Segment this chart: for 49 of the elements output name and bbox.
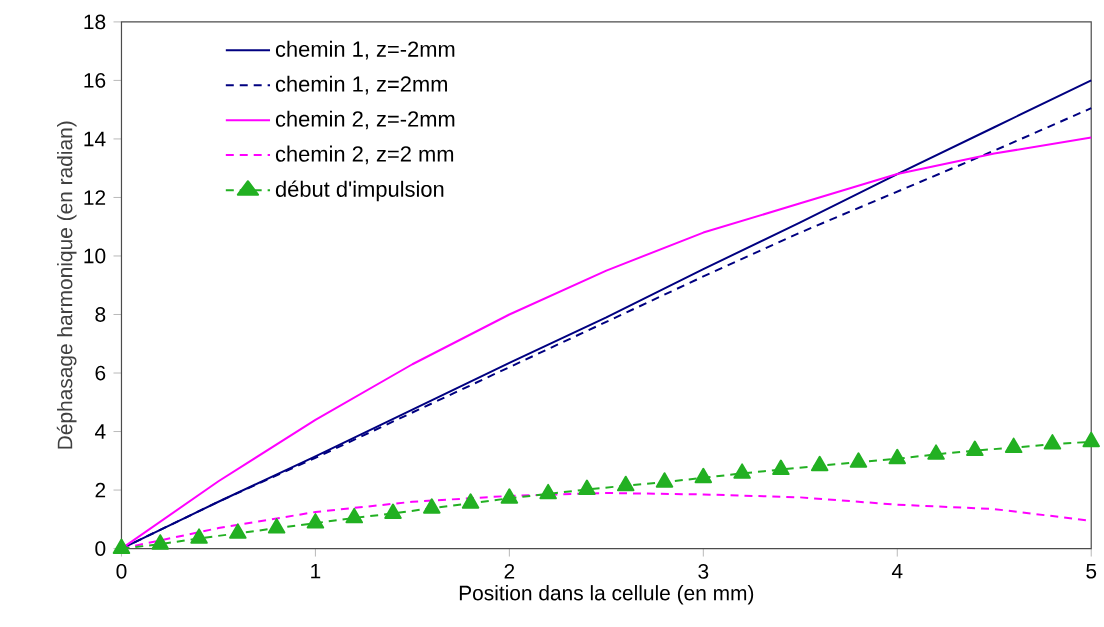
legend-label: chemin 1, z=-2mm [275, 40, 455, 60]
point [112, 538, 131, 554]
y-tick-label: 14 [84, 131, 106, 147]
point [927, 444, 945, 460]
point [190, 528, 208, 544]
y-tick-label: 10 [84, 248, 106, 264]
point [616, 475, 635, 492]
point [888, 448, 907, 465]
y-tick-label: 8 [95, 307, 106, 322]
point [500, 488, 519, 504]
point [539, 483, 557, 500]
point [578, 479, 596, 495]
point [1004, 437, 1023, 453]
legend-label: chemin 1, z=2mm [275, 75, 447, 95]
y-tick-label: 4 [94, 424, 106, 439]
y-tick-label: 16 [84, 72, 106, 88]
y-tick-label: 6 [95, 365, 106, 381]
point [151, 534, 170, 550]
point [1082, 431, 1100, 448]
point [772, 459, 790, 475]
point [810, 455, 829, 472]
y-tick-label: 0 [95, 541, 106, 556]
x-axis-title: Position dans la cellule (en mm) [459, 584, 754, 605]
x-tick-label: 2 [504, 563, 515, 579]
y-tick-label: 2 [95, 482, 106, 498]
legend-label: chemin 2, z=-2mm [275, 110, 455, 130]
legend-label: début d'impulsion [275, 180, 444, 202]
point [267, 518, 286, 534]
legend-label: chemin 2, z=2 mm [275, 145, 454, 165]
x-tick-label: 0 [116, 563, 127, 579]
point [345, 507, 363, 524]
y-axis-title: Déphasage harmonique (en radian) [56, 121, 77, 449]
point [1043, 434, 1062, 450]
point [733, 463, 751, 479]
point [229, 523, 247, 539]
point [306, 513, 325, 529]
point [384, 503, 402, 519]
x-tick-label: 4 [891, 563, 903, 579]
point [849, 452, 868, 468]
point [694, 467, 713, 484]
x-tick-label: 1 [311, 563, 321, 579]
x-tick-label: 5 [1086, 563, 1097, 579]
y-tick-label: 12 [84, 190, 106, 205]
y-tick-label: 18 [84, 14, 106, 30]
x-tick-label: 3 [698, 563, 709, 579]
point [461, 493, 480, 509]
point [655, 472, 674, 488]
point [423, 498, 441, 514]
point [966, 440, 984, 456]
